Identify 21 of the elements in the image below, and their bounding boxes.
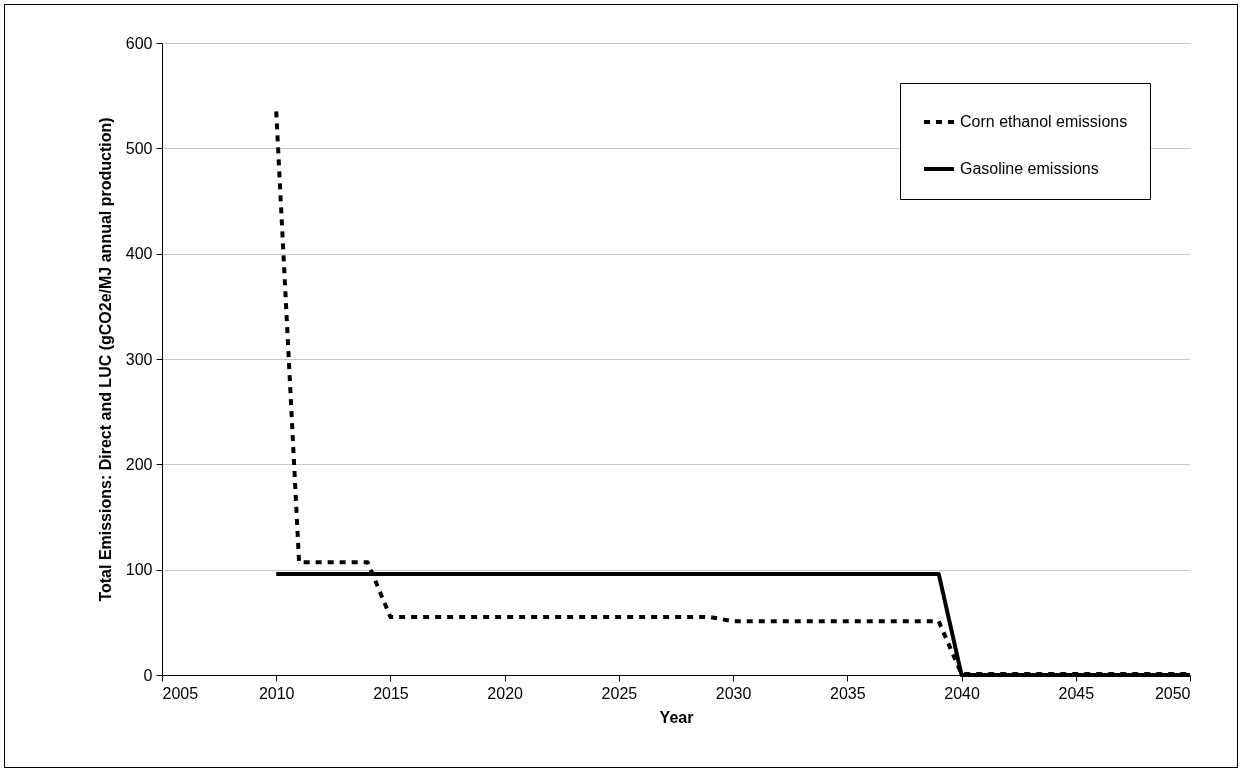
x-tick-label: 2035 bbox=[830, 684, 866, 702]
x-axis-title: Year bbox=[659, 708, 694, 726]
legend-label: Corn ethanol emissions bbox=[960, 113, 1128, 130]
x-tick-label: 2020 bbox=[487, 684, 524, 702]
y-tick-label: 100 bbox=[125, 561, 153, 579]
y-tick-label: 200 bbox=[125, 455, 153, 473]
x-tick-label: 2015 bbox=[373, 684, 409, 702]
x-tick-label: 2040 bbox=[944, 684, 980, 702]
y-tick-label: 300 bbox=[125, 350, 153, 368]
y-axis-title: Total Emissions: Direct and LUC (gCO2e/MJ annual production) bbox=[96, 117, 114, 602]
x-tick-label: 2005 bbox=[162, 684, 199, 702]
legend-label: Gasoline emissions bbox=[960, 160, 1099, 177]
y-tick-label: 500 bbox=[125, 139, 153, 157]
y-tick-label: 600 bbox=[125, 34, 153, 52]
x-tick-label: 2030 bbox=[715, 684, 752, 702]
y-tick-label: 400 bbox=[125, 245, 153, 263]
x-tick-label: 2045 bbox=[1058, 684, 1095, 702]
x-tick-label: 2025 bbox=[601, 684, 638, 702]
x-tick-label: 2010 bbox=[258, 684, 295, 702]
y-tick-label: 0 bbox=[143, 666, 153, 684]
x-tick-label: 2050 bbox=[1154, 684, 1191, 702]
